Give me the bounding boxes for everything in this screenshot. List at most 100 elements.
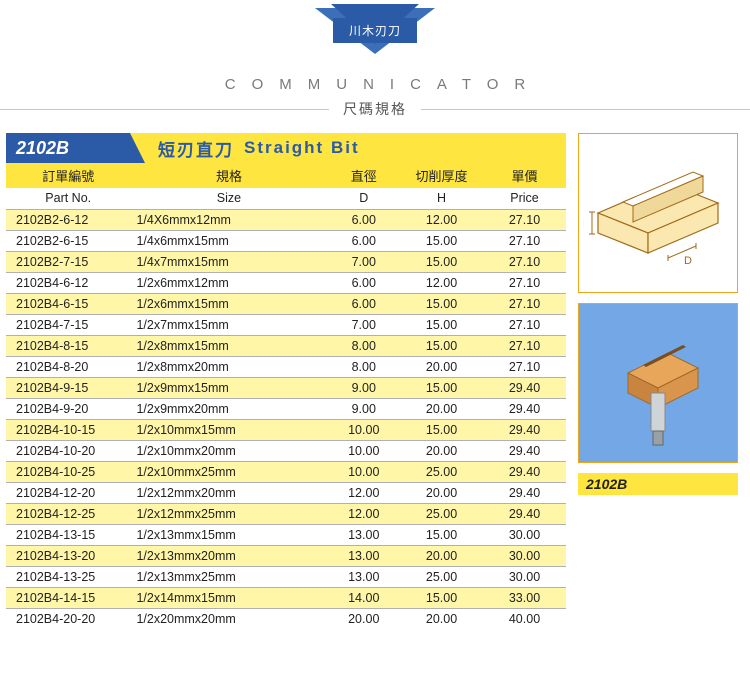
cell-size: 1/4x6mmx15mm [130, 231, 327, 252]
cell-size: 1/4x7mmx15mm [130, 252, 327, 273]
cell-h: 15.00 [400, 231, 483, 252]
cell-part: 2102B4-12-20 [6, 483, 130, 504]
cell-part: 2102B4-13-25 [6, 567, 130, 588]
table-row: 2102B4-12-201/2x12mmx20mm12.0020.0029.40 [6, 483, 566, 504]
cell-size: 1/2x13mmx25mm [130, 567, 327, 588]
cell-d: 7.00 [327, 315, 400, 336]
table-row: 2102B4-9-201/2x9mmx20mm9.0020.0029.40 [6, 399, 566, 420]
th-part-zh: 訂單編號 [6, 163, 130, 188]
th-d-zh: 直徑 [327, 163, 400, 188]
table-row: 2102B4-13-201/2x13mmx20mm13.0020.0030.00 [6, 546, 566, 567]
th-price-zh: 單價 [483, 163, 566, 188]
product-title-row: 2102B 短刃直刀 Straight Bit [6, 133, 566, 163]
cell-part: 2102B4-13-20 [6, 546, 130, 567]
divider-left [0, 109, 329, 110]
divider-right [421, 109, 750, 110]
cell-h: 25.00 [400, 567, 483, 588]
cell-price: 33.00 [483, 588, 566, 609]
cell-h: 15.00 [400, 252, 483, 273]
product-name-zh: 短刃直刀 [158, 136, 234, 161]
cell-h: 15.00 [400, 336, 483, 357]
cell-part: 2102B4-10-20 [6, 441, 130, 462]
cell-price: 29.40 [483, 483, 566, 504]
table-row: 2102B2-7-151/4x7mmx15mm7.0015.0027.10 [6, 252, 566, 273]
cell-size: 1/4X6mmx12mm [130, 210, 327, 231]
table-row: 2102B4-12-251/2x12mmx25mm12.0025.0029.40 [6, 504, 566, 525]
cell-part: 2102B2-6-12 [6, 210, 130, 231]
cell-price: 27.10 [483, 273, 566, 294]
diagram-svg: H D [583, 143, 733, 283]
table-row: 2102B4-10-151/2x10mmx15mm10.0015.0029.40 [6, 420, 566, 441]
cell-size: 1/2x9mmx15mm [130, 378, 327, 399]
cell-h: 20.00 [400, 441, 483, 462]
cell-h: 15.00 [400, 525, 483, 546]
table-row: 2102B4-6-121/2x6mmx12mm6.0012.0027.10 [6, 273, 566, 294]
cell-h: 20.00 [400, 546, 483, 567]
cell-d: 12.00 [327, 483, 400, 504]
cell-size: 1/2x14mmx15mm [130, 588, 327, 609]
cell-size: 1/2x20mmx20mm [130, 609, 327, 630]
cell-h: 20.00 [400, 357, 483, 378]
cell-part: 2102B2-7-15 [6, 252, 130, 273]
cell-part: 2102B2-6-15 [6, 231, 130, 252]
cell-part: 2102B4-20-20 [6, 609, 130, 630]
cell-price: 27.10 [483, 294, 566, 315]
cell-h: 15.00 [400, 315, 483, 336]
cell-size: 1/2x12mmx20mm [130, 483, 327, 504]
cell-part: 2102B4-14-15 [6, 588, 130, 609]
cell-price: 40.00 [483, 609, 566, 630]
cell-part: 2102B4-8-20 [6, 357, 130, 378]
cell-size: 1/2x13mmx15mm [130, 525, 327, 546]
cell-size: 1/2x9mmx20mm [130, 399, 327, 420]
table-row: 2102B4-7-151/2x7mmx15mm7.0015.0027.10 [6, 315, 566, 336]
cell-part: 2102B4-13-15 [6, 525, 130, 546]
cell-price: 29.40 [483, 399, 566, 420]
product-name-en: Straight Bit [244, 138, 360, 158]
cell-size: 1/2x13mmx20mm [130, 546, 327, 567]
side-pane: H D [578, 133, 738, 629]
table-row: 2102B4-10-201/2x10mmx20mm10.0020.0029.40 [6, 441, 566, 462]
cell-d: 6.00 [327, 294, 400, 315]
cell-size: 1/2x10mmx20mm [130, 441, 327, 462]
th-size-en: Size [130, 188, 327, 210]
cell-size: 1/2x10mmx15mm [130, 420, 327, 441]
cell-size: 1/2x12mmx25mm [130, 504, 327, 525]
th-price-en: Price [483, 188, 566, 210]
cell-h: 25.00 [400, 504, 483, 525]
table-row: 2102B4-9-151/2x9mmx15mm9.0015.0029.40 [6, 378, 566, 399]
table-row: 2102B4-10-251/2x10mmx25mm10.0025.0029.40 [6, 462, 566, 483]
cell-d: 13.00 [327, 546, 400, 567]
cell-d: 7.00 [327, 252, 400, 273]
cell-price: 30.00 [483, 546, 566, 567]
cell-h: 20.00 [400, 399, 483, 420]
cell-h: 20.00 [400, 483, 483, 504]
table-head-zh: 訂單編號 規格 直徑 切削厚度 單價 [6, 163, 566, 188]
cell-price: 27.10 [483, 210, 566, 231]
cell-size: 1/2x8mmx15mm [130, 336, 327, 357]
cell-d: 10.00 [327, 462, 400, 483]
cell-price: 30.00 [483, 567, 566, 588]
cell-d: 9.00 [327, 378, 400, 399]
table-row: 2102B2-6-121/4X6mmx12mm6.0012.0027.10 [6, 210, 566, 231]
table-row: 2102B4-6-151/2x6mmx15mm6.0015.0027.10 [6, 294, 566, 315]
cell-d: 14.00 [327, 588, 400, 609]
cell-size: 1/2x7mmx15mm [130, 315, 327, 336]
cell-d: 10.00 [327, 441, 400, 462]
cell-price: 27.10 [483, 231, 566, 252]
cell-part: 2102B4-6-12 [6, 273, 130, 294]
product-code: 2102B [6, 133, 130, 163]
cell-d: 10.00 [327, 420, 400, 441]
cell-size: 1/2x6mmx15mm [130, 294, 327, 315]
cell-d: 8.00 [327, 336, 400, 357]
brand-badge: 川木刃刀 [333, 18, 417, 43]
cell-price: 29.40 [483, 504, 566, 525]
cell-part: 2102B4-6-15 [6, 294, 130, 315]
cell-price: 30.00 [483, 525, 566, 546]
cell-d: 6.00 [327, 210, 400, 231]
subtitle-row: 尺碼規格 [0, 99, 750, 119]
cell-h: 12.00 [400, 273, 483, 294]
cell-d: 13.00 [327, 567, 400, 588]
th-h-en: H [400, 188, 483, 210]
cell-h: 15.00 [400, 378, 483, 399]
cell-part: 2102B4-9-20 [6, 399, 130, 420]
